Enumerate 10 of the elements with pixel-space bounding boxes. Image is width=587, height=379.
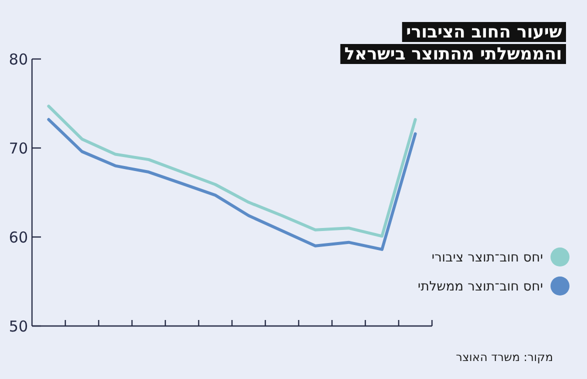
line-series (47, 118, 417, 251)
y-tick-label: 60 (8, 228, 28, 246)
legend-label: יחס חוב־תוצר ממשלתי (418, 280, 544, 295)
line-series (47, 104, 417, 238)
y-tick-label: 70 (8, 139, 28, 158)
y-tick-label: 80 (8, 50, 28, 68)
chart-title: שיעור החוב הציבורי והממשלתי מהתוצר בישראל (344, 22, 562, 64)
legend-label: יחס חוב־תוצר ציבורי (432, 250, 544, 266)
text: מקור: משרד האוצר (456, 350, 553, 364)
y-tick-label: 50 (8, 317, 28, 336)
